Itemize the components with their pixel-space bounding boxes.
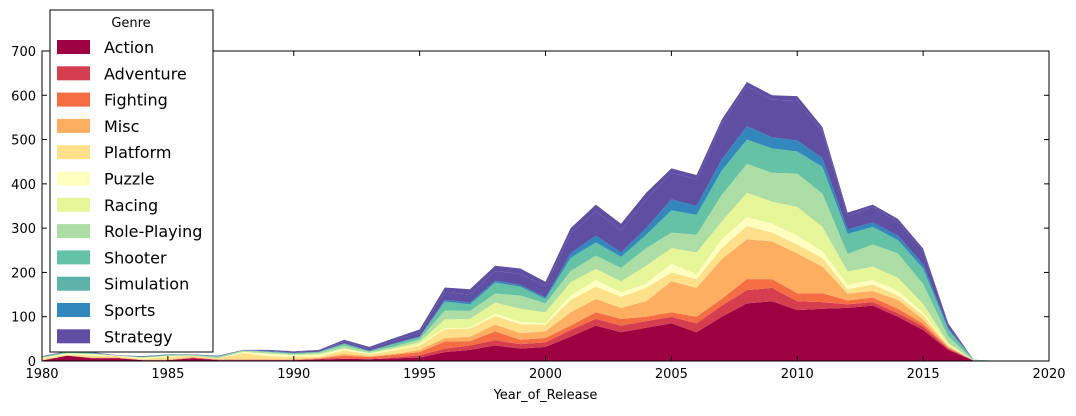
y-tick-label-300: 300 [11,222,36,237]
y-tick-label-500: 500 [11,134,36,149]
legend-swatch-strategy [57,329,90,344]
legend-swatch-simulation [57,276,90,291]
x-tick-label-2020: 2020 [1032,367,1065,382]
x-tick-label-1995: 1995 [403,367,436,382]
area-layers [42,82,1049,362]
x-tick-label-1980: 1980 [25,367,58,382]
legend: Genre Action Adventure Fighting Misc Platfor… [49,9,214,353]
area-racing [42,192,1049,361]
legend-label-simulation: Simulation [104,275,189,294]
x-tick-label-2015: 2015 [907,367,940,382]
legend-label-action: Action [104,38,154,57]
legend-swatch-misc [57,118,90,133]
x-tick-label-2000: 2000 [529,367,562,382]
area-misc [42,239,1049,361]
y-tick-label-400: 400 [11,178,36,193]
legend-label-puzzle: Puzzle [104,170,155,189]
legend-label-fighting: Fighting [104,91,168,110]
y-tick-label-0: 0 [28,355,36,370]
area-sports [42,86,1049,361]
legend-title: Genre [111,16,150,31]
x-axis-title: Year_of_Release [493,388,598,403]
legend-label-adventure: Adventure [104,64,187,83]
area-role-playing [42,163,1049,361]
y-tick-label-100: 100 [11,311,36,326]
legend-swatch-shooter [57,250,90,265]
area-adventure [42,287,1049,361]
x-tick-label-2010: 2010 [781,367,814,382]
y-tick-label-700: 700 [11,45,36,60]
x-tick-label-1985: 1985 [151,367,184,382]
legend-label-sports: Sports [104,301,155,320]
legend-items: Action Adventure Fighting Misc Platform Puzzl… [57,38,202,346]
area-fighting [42,279,1049,361]
x-axis-ticks: 1980 1985 1990 1995 2000 2005 2010 2015 2020 [25,51,1066,382]
x-tick-label-1990: 1990 [277,367,310,382]
legend-swatch-adventure [57,66,90,81]
legend-swatch-racing [57,197,90,212]
y-tick-label-200: 200 [11,266,36,281]
legend-swatch-puzzle [57,171,90,186]
legend-label-shooter: Shooter [104,248,167,267]
legend-label-misc: Misc [104,117,139,136]
x-tick-label-2005: 2005 [655,367,688,382]
legend-label-racing: Racing [104,196,158,215]
legend-label-strategy: Strategy [104,327,173,346]
legend-label-role-playing: Role-Playing [104,222,202,241]
legend-swatch-sports [57,303,90,317]
area-platform [42,225,1049,361]
area-action [42,301,1049,361]
legend-swatch-role-playing [57,224,90,239]
legend-label-platform: Platform [104,143,171,162]
legend-swatch-action [57,40,90,54]
area-puzzle [42,217,1049,361]
legend-swatch-fighting [57,92,90,107]
y-axis-ticks: 0 100 200 300 400 500 600 700 [11,45,1049,370]
area-shooter [42,139,1049,361]
legend-swatch-platform [57,145,90,160]
y-tick-label-600: 600 [11,89,36,104]
